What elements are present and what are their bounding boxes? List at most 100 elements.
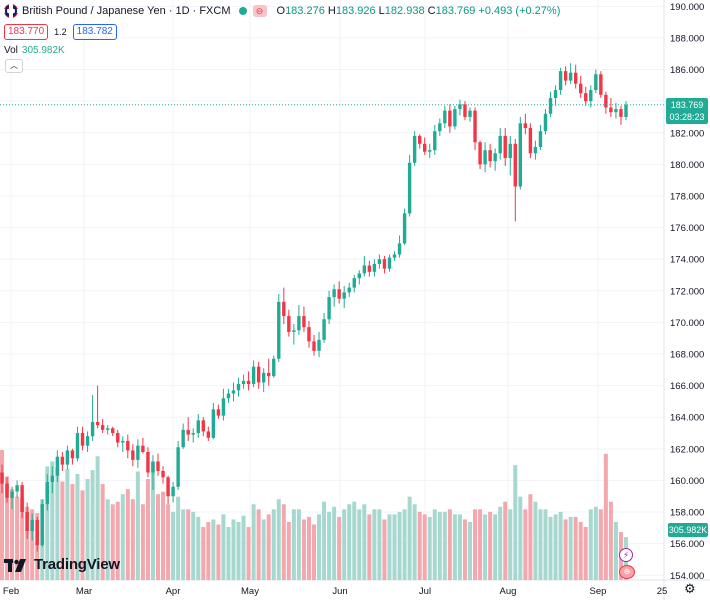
last-price-value: 183.769: [670, 100, 704, 110]
candle: [0, 464, 4, 494]
candle-body: [131, 450, 135, 460]
volume-bar: [105, 499, 110, 580]
candle: [438, 118, 442, 136]
volume-bar: [276, 499, 281, 580]
volume-bar: [503, 501, 508, 580]
candle-body: [538, 131, 543, 147]
candle: [337, 281, 341, 304]
time-tick-label: May: [241, 586, 259, 597]
candle-body: [256, 366, 261, 383]
candle: [523, 113, 528, 135]
candle: [287, 309, 291, 337]
volume-bar: [462, 519, 467, 580]
volume-bar: [432, 509, 437, 580]
candle: [307, 320, 311, 348]
candle: [105, 425, 110, 435]
price-tick-label: 176.000: [670, 223, 704, 234]
candle: [453, 105, 457, 130]
candle: [362, 256, 367, 277]
volume-bar: [447, 509, 452, 580]
time-tick-label: Feb: [3, 586, 19, 597]
candle: [518, 116, 523, 190]
lightning-icon[interactable]: ⚡: [619, 548, 633, 562]
candle: [231, 382, 236, 402]
candle-body: [417, 135, 422, 144]
candle: [211, 402, 216, 440]
candle-body: [599, 74, 603, 95]
time-axis[interactable]: Feb Mar Apr May Jun Jul Aug Sep 25: [3, 586, 667, 597]
candle: [493, 148, 497, 171]
candle-body: [342, 292, 346, 299]
candle-body: [573, 72, 578, 84]
volume-bar: [588, 509, 593, 580]
candle: [201, 417, 205, 437]
volume-bar: [110, 504, 115, 580]
volume-bar: [603, 453, 608, 580]
collapse-legend-button[interactable]: ︿: [5, 59, 23, 73]
candle-body: [111, 428, 115, 434]
candle: [116, 429, 120, 448]
candle-body: [543, 113, 548, 132]
volume-bar: [528, 494, 533, 580]
volume-bar: [452, 514, 457, 580]
candle-body: [35, 519, 39, 546]
candle: [594, 69, 598, 94]
chart-grid: [0, 0, 664, 580]
volume-bar: [317, 514, 322, 580]
candle-body: [75, 433, 80, 459]
candle-body: [357, 273, 361, 279]
volume-value: 305.982K: [21, 45, 65, 56]
volume-bar: [60, 481, 65, 580]
volume-bar: [357, 509, 362, 580]
chevron-up-icon: ︿: [10, 61, 18, 70]
volume-bar: [70, 484, 75, 580]
price-tick-label: 186.000: [670, 65, 704, 76]
candle: [584, 86, 588, 106]
buy-price-button[interactable]: 183.782: [72, 24, 117, 40]
economic-event-icon[interactable]: ⊕: [619, 565, 635, 579]
volume-bar: [95, 456, 100, 580]
candle: [573, 64, 578, 89]
sell-price-button[interactable]: 183.770: [4, 24, 49, 40]
candle: [161, 466, 165, 484]
volume-bar: [115, 501, 120, 580]
candle-body: [382, 259, 387, 269]
volume-bar: [488, 511, 493, 580]
candle-body: [171, 486, 175, 497]
volume-bar: [166, 504, 171, 580]
price-tick-label: 174.000: [670, 255, 704, 266]
candle: [387, 254, 392, 272]
candle-body: [533, 146, 538, 154]
volume-bar: [613, 521, 618, 580]
ohlc-values: O183.276 H183.926 L182.938 C183.769 +0.4…: [276, 5, 561, 17]
time-tick-label: Apr: [166, 586, 181, 597]
volume-bar: [171, 511, 176, 580]
volume-bar: [327, 511, 332, 580]
candle: [327, 290, 331, 324]
volume-bar: [125, 489, 130, 580]
gear-icon[interactable]: ⚙: [684, 581, 696, 596]
volume-bar: [156, 494, 160, 580]
volume-bar: [261, 519, 266, 580]
candle-body: [231, 390, 236, 394]
candle-body: [392, 254, 397, 258]
candle-body: [95, 421, 100, 426]
volume-bar: [75, 473, 80, 580]
candle-body: [181, 429, 185, 448]
candle: [15, 480, 19, 498]
candle: [503, 128, 507, 166]
volume-bar: [201, 526, 206, 580]
candle: [277, 293, 281, 362]
volume-bar: [593, 506, 598, 580]
volume-bar: [85, 479, 90, 580]
symbol-title[interactable]: British Pound / Japanese Yen · 1D · FXCM: [22, 5, 231, 17]
candle-body: [412, 135, 417, 163]
candle: [121, 436, 125, 452]
volume-bar: [538, 509, 543, 580]
candle-body: [241, 380, 246, 385]
tradingview-logo[interactable]: TradingView: [4, 556, 120, 573]
candle-body: [121, 440, 125, 443]
volume-bar: [241, 515, 246, 580]
candle-body: [428, 150, 432, 152]
